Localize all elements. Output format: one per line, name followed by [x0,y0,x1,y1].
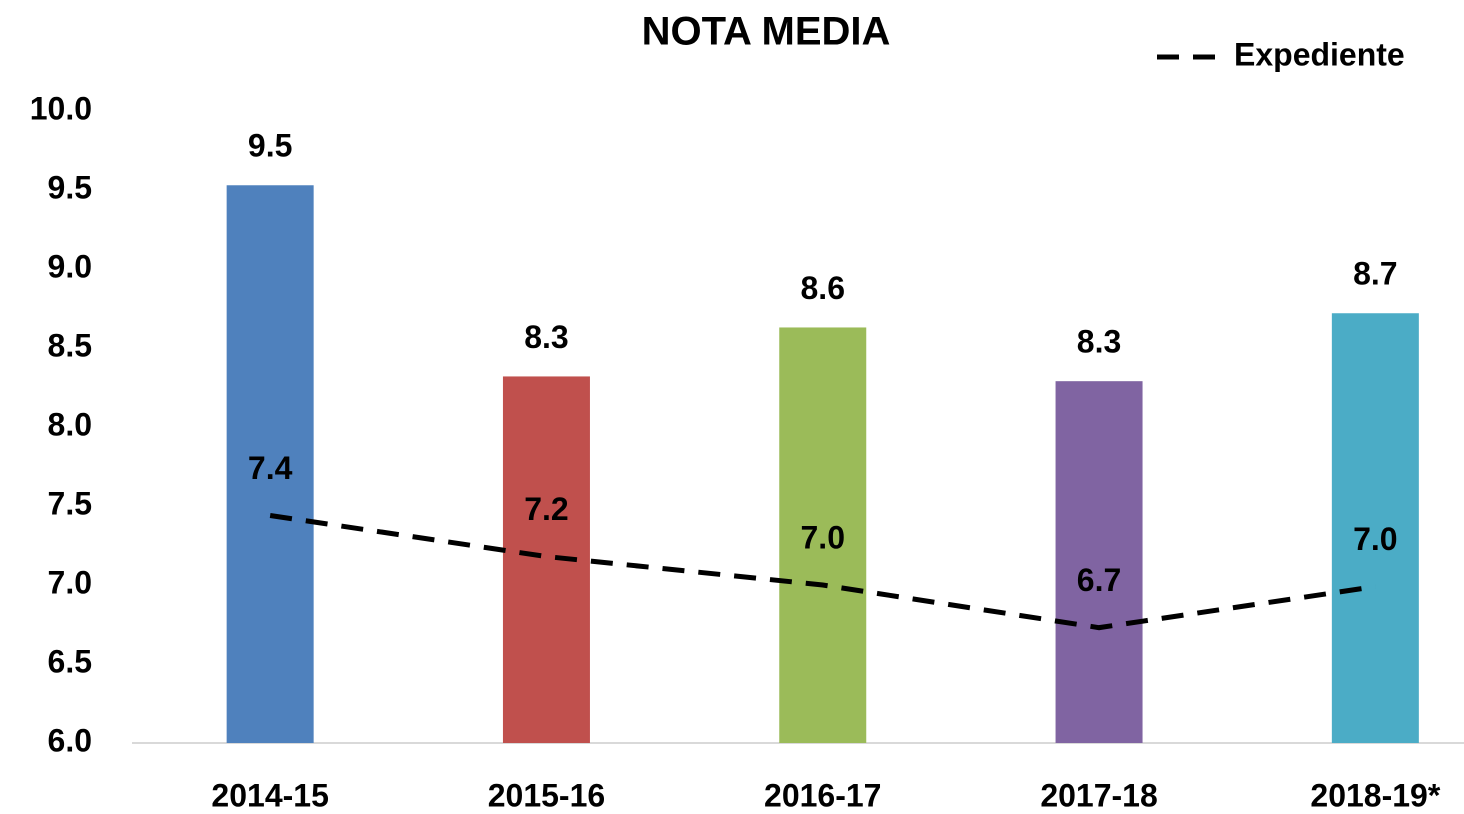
line-value-label: 6.7 [1077,562,1121,598]
x-tick-label: 2017-18 [1040,777,1157,813]
x-tick-label: 2014-15 [211,777,328,813]
x-tick-label: 2016-17 [764,777,881,813]
bar-value-label: 8.6 [801,270,845,306]
bar-value-label: 8.7 [1353,256,1397,292]
bar-value-label: 8.3 [1077,324,1121,360]
chart-title: NOTA MEDIA [642,10,891,54]
line-value-label: 7.2 [524,491,568,527]
line-value-label: 7.4 [248,450,293,486]
y-tick-label: 10.0 [30,90,92,126]
bar [779,327,867,743]
y-tick-label: 8.5 [48,327,92,363]
y-tick-label: 7.0 [48,564,92,600]
y-tick-label: 6.0 [48,722,92,758]
y-tick-label: 9.5 [48,169,92,205]
line-value-label: 7.0 [1353,521,1397,557]
bar-value-label: 8.3 [524,319,568,355]
x-tick-label: 2018-19* [1310,777,1440,813]
line-value-label: 7.0 [801,519,845,555]
bar [1331,313,1419,743]
y-tick-label: 6.5 [48,643,92,679]
bar [1055,381,1143,743]
line-series [269,513,1376,631]
y-tick-label: 7.5 [48,485,92,521]
bar [226,185,314,743]
x-tick-label: 2015-16 [488,777,605,813]
bar-value-label: 9.5 [248,128,292,164]
y-tick-label: 8.0 [48,406,92,442]
legend-label: Expediente [1234,36,1405,72]
y-tick-label: 9.0 [48,248,92,284]
